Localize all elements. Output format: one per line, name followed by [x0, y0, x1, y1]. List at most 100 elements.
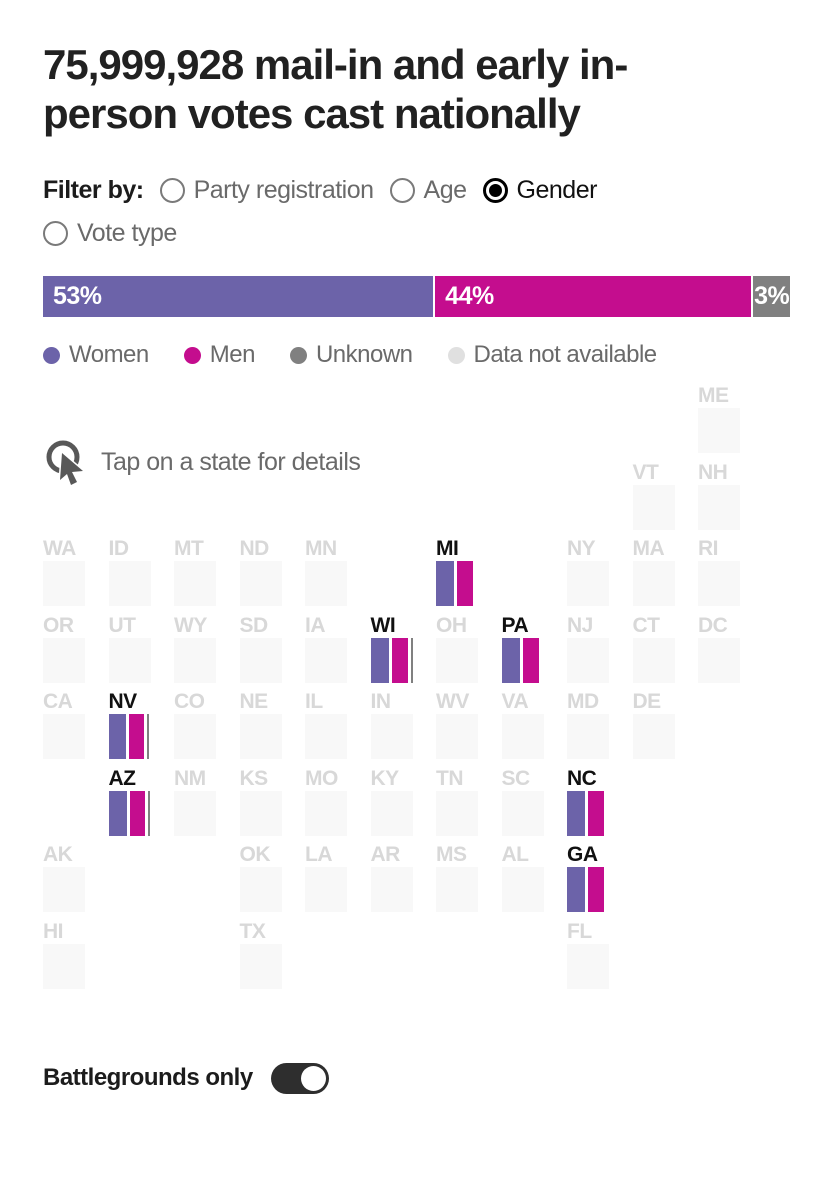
state-tile-CA[interactable]: CA: [43, 691, 85, 760]
state-tile-ID[interactable]: ID: [108, 538, 151, 607]
minibar-women: [567, 790, 585, 836]
state-tile-IL[interactable]: IL: [305, 691, 347, 760]
state-tile-IN[interactable]: IN: [370, 691, 413, 760]
state-tile-VA[interactable]: VA: [501, 691, 544, 760]
battlegrounds-toggle-label: Battlegrounds only: [43, 1064, 253, 1092]
state-tile-MI[interactable]: MI: [436, 538, 478, 607]
state-tile-WA[interactable]: WA: [43, 538, 85, 607]
minibar-women: [436, 561, 454, 607]
state-tile-AL[interactable]: AL: [501, 843, 544, 913]
state-label-MT: MT: [174, 537, 204, 561]
state-tile-MN[interactable]: MN: [305, 538, 347, 607]
minibar-women: [108, 790, 127, 836]
state-tile-TN[interactable]: TN: [436, 766, 478, 836]
state-tile-NV[interactable]: NV: [108, 691, 151, 760]
state-tile-AZ[interactable]: AZ: [108, 768, 151, 836]
state-tile-MA[interactable]: MA: [632, 538, 675, 607]
state-tile-AK[interactable]: AK: [43, 844, 85, 913]
state-tile-NY[interactable]: NY: [567, 538, 609, 607]
state-tile-box: [239, 714, 282, 760]
state-tile-box: [370, 790, 413, 836]
state-tile-box: [436, 714, 478, 760]
state-tile-CT[interactable]: CT: [632, 615, 675, 683]
state-tile-NE[interactable]: NE: [239, 690, 282, 760]
map-grid: ME VT NH WA ID MT ND MN MI NY MA RI OR UT WY SD IA WI OH PA…: [43, 385, 790, 989]
state-tile-UT[interactable]: UT: [108, 615, 151, 683]
state-tile-KY[interactable]: KY: [370, 768, 413, 836]
state-tile-WI[interactable]: WI: [370, 613, 413, 683]
state-label-MO: MO: [305, 766, 338, 790]
state-label-VT: VT: [632, 460, 659, 484]
state-tile-box: [370, 714, 413, 760]
bar-segment-value: 53%: [53, 282, 102, 311]
state-tile-CO[interactable]: CO: [174, 691, 216, 760]
state-tile-KS[interactable]: KS: [239, 768, 282, 836]
state-label-NC: NC: [567, 766, 597, 790]
state-tile-GA[interactable]: GA: [567, 844, 609, 913]
state-tile-AR[interactable]: AR: [370, 844, 413, 913]
state-label-WI: WI: [370, 613, 396, 637]
state-tile-HI[interactable]: HI: [43, 921, 85, 989]
state-tile-SC[interactable]: SC: [501, 768, 544, 836]
bar-segment-women: 53%: [43, 276, 436, 318]
state-tile-IA[interactable]: IA: [305, 615, 347, 683]
battlegrounds-toggle-switch[interactable]: [270, 1062, 329, 1094]
state-tile-box: [632, 637, 675, 683]
state-tile-DE[interactable]: DE: [632, 691, 675, 760]
state-tile-LA[interactable]: LA: [305, 844, 347, 913]
minibar-women: [501, 637, 520, 683]
state-tile-MD[interactable]: MD: [567, 691, 609, 760]
state-tile-box: [174, 790, 216, 836]
page-title-line1: 75,999,928 mail-in and early in-: [43, 41, 628, 88]
state-tile-NC[interactable]: NC: [567, 766, 609, 836]
state-tile-ME[interactable]: ME: [698, 385, 740, 454]
filter-bar: Filter by: Party registration Age Gender Vo…: [43, 176, 668, 248]
state-label-TX: TX: [239, 919, 266, 943]
state-tile-DC[interactable]: DC: [698, 613, 740, 683]
state-tile-box: [305, 637, 347, 683]
filter-option-party-registration[interactable]: Party registration: [159, 176, 374, 205]
state-tile-ND[interactable]: ND: [239, 538, 282, 607]
minibar-women: [108, 714, 126, 760]
state-label-TN: TN: [436, 766, 464, 790]
toggle-knob-icon: [300, 1065, 326, 1091]
state-tile-FL[interactable]: FL: [567, 921, 609, 989]
state-label-MS: MS: [436, 843, 467, 867]
early-vote-tracker: 75,999,928 mail-in and early in- person …: [0, 0, 813, 1094]
state-tile-OR[interactable]: OR: [43, 615, 85, 683]
state-tile-RI[interactable]: RI: [698, 538, 740, 607]
state-tile-MO[interactable]: MO: [305, 766, 347, 836]
state-label-WY: WY: [174, 613, 207, 637]
state-tile-box: [632, 714, 675, 760]
state-label-NH: NH: [698, 460, 728, 484]
state-tile-TX[interactable]: TX: [239, 919, 282, 989]
state-tile-MT[interactable]: MT: [174, 537, 216, 607]
minibar-unknown: [146, 714, 149, 760]
state-label-AL: AL: [501, 843, 530, 867]
state-tile-NM[interactable]: NM: [174, 768, 216, 836]
state-tile-box: [567, 561, 609, 607]
state-bars-GA: [567, 867, 609, 913]
state-tile-box: [239, 790, 282, 836]
state-tile-NJ[interactable]: NJ: [567, 615, 609, 683]
state-label-DC: DC: [698, 613, 728, 637]
filter-option-age[interactable]: Age: [389, 176, 467, 205]
filter-option-label: Gender: [516, 176, 598, 205]
state-tile-NH[interactable]: NH: [698, 460, 740, 530]
state-tile-OH[interactable]: OH: [436, 615, 478, 683]
filter-option-gender[interactable]: Gender: [482, 176, 598, 205]
state-label-NE: NE: [239, 690, 269, 714]
state-tile-PA[interactable]: PA: [501, 615, 544, 683]
state-tile-VT[interactable]: VT: [632, 460, 675, 530]
state-tile-box: [567, 637, 609, 683]
state-tile-WY[interactable]: WY: [174, 613, 216, 683]
state-bars-AZ: [108, 790, 151, 836]
state-tile-OK[interactable]: OK: [239, 844, 282, 913]
state-tile-MS[interactable]: MS: [436, 843, 478, 913]
state-tile-box: [436, 790, 478, 836]
state-tile-box: [436, 637, 478, 683]
state-tile-WV[interactable]: WV: [436, 691, 478, 760]
filter-option-vote-type[interactable]: Vote type: [43, 219, 177, 248]
state-tile-SD[interactable]: SD: [239, 615, 282, 683]
legend-label: Unknown: [315, 341, 413, 369]
